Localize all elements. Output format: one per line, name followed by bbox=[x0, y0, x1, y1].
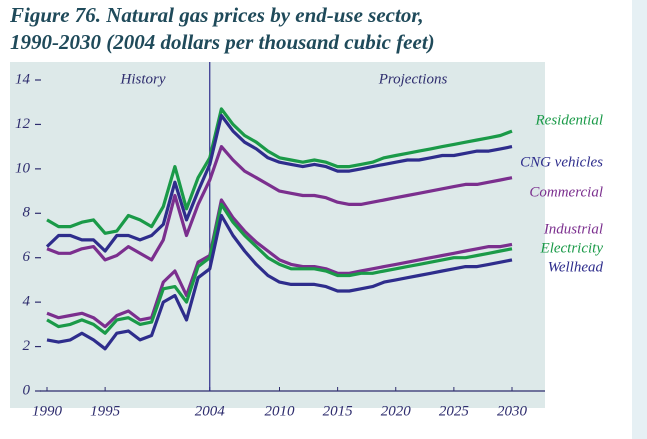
series-label: Electricity bbox=[540, 240, 604, 256]
y-tick-label: 6 bbox=[23, 249, 31, 265]
series-label: Industrial bbox=[543, 221, 603, 237]
series-line bbox=[46, 213, 513, 351]
y-tick-label: 2 bbox=[23, 338, 31, 354]
y-tick-label: 0 bbox=[23, 382, 31, 398]
series-label: Wellhead bbox=[548, 259, 604, 275]
x-tick-label: 1995 bbox=[90, 403, 121, 419]
annotation: History bbox=[120, 71, 166, 87]
x-tick-label: 2020 bbox=[381, 403, 412, 419]
chart-title: Figure 76. Natural gas prices by end-use… bbox=[9, 3, 424, 27]
x-tick-label: 2010 bbox=[265, 403, 296, 419]
plot-background bbox=[10, 62, 545, 408]
x-tick-label: 2025 bbox=[439, 403, 470, 419]
series-label: Residential bbox=[535, 112, 604, 128]
x-tick-label: 2030 bbox=[497, 403, 528, 419]
series-line bbox=[46, 145, 513, 262]
annotation: Projections bbox=[378, 71, 448, 87]
x-tick-label: 1990 bbox=[32, 403, 63, 419]
series-label: CNG vehicles bbox=[520, 154, 603, 170]
chart-title: 1990-2030 (2004 dollars per thousand cub… bbox=[10, 30, 435, 54]
y-tick-label: 12 bbox=[15, 116, 31, 132]
series-line bbox=[46, 198, 513, 329]
y-tick-label: 14 bbox=[15, 71, 31, 87]
series-line bbox=[45, 113, 513, 253]
y-tick-label: 10 bbox=[15, 160, 31, 176]
series-label: Commercial bbox=[529, 184, 603, 200]
x-tick-label: 2004 bbox=[195, 403, 226, 419]
series-line bbox=[46, 107, 513, 235]
x-tick-label: 2015 bbox=[323, 403, 354, 419]
side-strip bbox=[632, 0, 647, 439]
series-line bbox=[46, 202, 513, 335]
y-tick-label: 4 bbox=[23, 294, 31, 310]
y-tick-label: 8 bbox=[23, 205, 31, 221]
